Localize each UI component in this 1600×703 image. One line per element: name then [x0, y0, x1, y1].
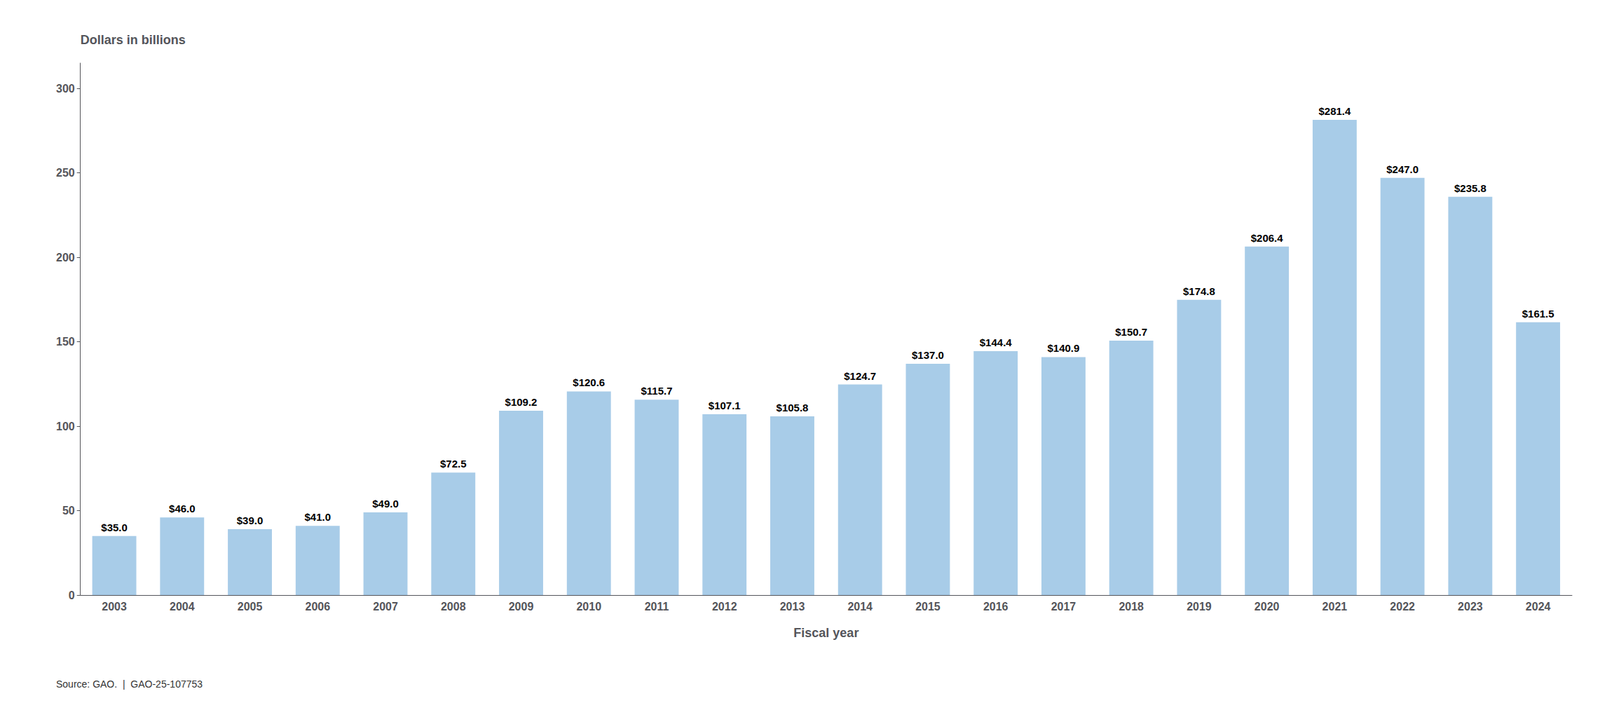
- svg-text:$72.5: $72.5: [440, 457, 467, 470]
- svg-text:250: 250: [56, 166, 75, 179]
- svg-text:2018: 2018: [1118, 600, 1144, 613]
- svg-text:2008: 2008: [440, 600, 467, 613]
- svg-text:$35.0: $35.0: [100, 521, 128, 534]
- svg-text:2017: 2017: [1051, 600, 1077, 613]
- svg-text:$124.7: $124.7: [843, 370, 877, 382]
- svg-text:2023: 2023: [1457, 600, 1483, 613]
- svg-text:2019: 2019: [1186, 600, 1212, 613]
- svg-text:$174.8: $174.8: [1183, 285, 1216, 298]
- svg-text:$161.5: $161.5: [1522, 307, 1555, 320]
- svg-text:2016: 2016: [983, 600, 1009, 613]
- svg-text:Fiscal year: Fiscal year: [793, 625, 859, 640]
- svg-text:Dollars in billions: Dollars in billions: [80, 32, 186, 47]
- svg-text:2010: 2010: [576, 600, 602, 613]
- svg-text:$109.2: $109.2: [505, 395, 538, 408]
- svg-text:$46.0: $46.0: [168, 502, 196, 515]
- svg-text:$137.0: $137.0: [911, 349, 945, 361]
- svg-text:$41.0: $41.0: [304, 510, 332, 523]
- svg-text:2021: 2021: [1322, 600, 1348, 613]
- svg-text:$115.7: $115.7: [640, 384, 673, 397]
- svg-text:50: 50: [62, 504, 75, 517]
- svg-text:$235.8: $235.8: [1454, 182, 1487, 195]
- svg-text:$107.1: $107.1: [708, 399, 741, 412]
- svg-text:150: 150: [56, 335, 75, 348]
- svg-text:2014: 2014: [847, 600, 873, 613]
- svg-text:0: 0: [68, 589, 75, 602]
- svg-text:2004: 2004: [169, 600, 195, 613]
- svg-text:2024: 2024: [1525, 600, 1551, 613]
- svg-text:2006: 2006: [304, 600, 331, 613]
- svg-text:2013: 2013: [780, 600, 806, 613]
- svg-text:2022: 2022: [1389, 600, 1415, 613]
- svg-text:100: 100: [56, 420, 75, 433]
- svg-text:$150.7: $150.7: [1115, 325, 1148, 338]
- svg-text:2012: 2012: [712, 600, 738, 613]
- svg-text:$49.0: $49.0: [372, 497, 399, 510]
- svg-text:2003: 2003: [101, 600, 127, 613]
- svg-text:$140.9: $140.9: [1047, 342, 1080, 354]
- svg-text:200: 200: [56, 251, 75, 264]
- svg-text:2005: 2005: [237, 600, 263, 613]
- svg-text:$39.0: $39.0: [236, 514, 264, 527]
- svg-text:2015: 2015: [915, 600, 941, 613]
- svg-text:$105.8: $105.8: [776, 401, 809, 414]
- svg-text:2007: 2007: [372, 600, 399, 613]
- svg-text:$281.4: $281.4: [1318, 105, 1352, 118]
- svg-text:$247.0: $247.0: [1386, 163, 1419, 176]
- svg-text:2009: 2009: [508, 600, 535, 613]
- svg-text:Source: GAO. | GAO-25-107753: Source: GAO. | GAO-25-107753: [56, 678, 203, 690]
- svg-text:2011: 2011: [644, 600, 670, 613]
- svg-text:2020: 2020: [1254, 600, 1280, 613]
- svg-text:300: 300: [56, 82, 75, 95]
- svg-text:$206.4: $206.4: [1250, 231, 1284, 244]
- svg-text:$144.4: $144.4: [979, 336, 1013, 349]
- svg-text:$120.6: $120.6: [572, 376, 605, 389]
